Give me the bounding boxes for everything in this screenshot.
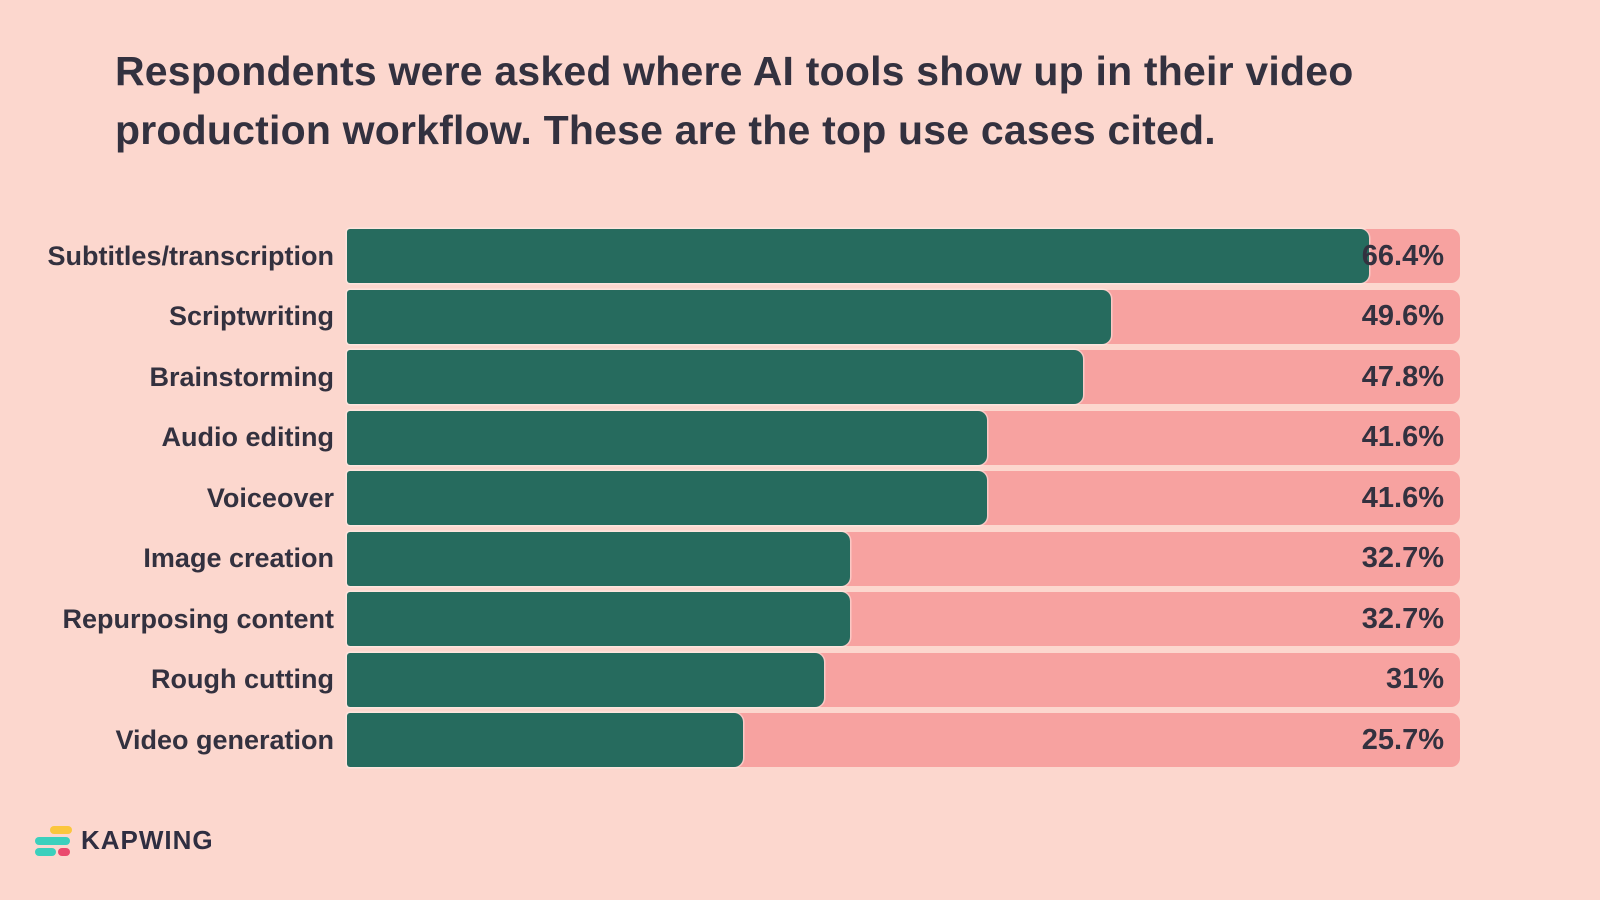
logo-bar-pink [58, 847, 70, 856]
kapwing-logo-text: KAPWING [81, 825, 214, 855]
value-label: 31% [1385, 663, 1444, 695]
value-label: 25.7% [1361, 723, 1444, 756]
logo-bar-teal-short [35, 847, 56, 856]
value-label: 32.7% [1361, 602, 1444, 635]
chart-row: Scriptwriting 49.6% [55, 289, 1460, 344]
bar-track: 31% [347, 652, 1460, 707]
bar-track: 47.8% [347, 350, 1460, 404]
bar-track: 66.4% [347, 229, 1460, 283]
chart-title-line-1: Respondents were asked where AI tools sh… [115, 48, 1354, 94]
bar-fill [347, 471, 988, 525]
bar-track: 41.6% [347, 471, 1460, 525]
chart-row: Image creation 32.7% [55, 531, 1460, 586]
chart-row: Rough cutting 31% [55, 652, 1460, 707]
logo-bar-row [35, 847, 72, 856]
value-label: 47.8% [1361, 360, 1444, 393]
chart-row: Voiceover 41.6% [55, 471, 1460, 525]
value-label: 32.7% [1361, 542, 1444, 574]
chart-row: Subtitles/transcription 66.4% [47, 229, 1460, 283]
bar-fill [347, 410, 988, 465]
category-label: Rough cutting [151, 664, 334, 694]
category-label: Image creation [143, 543, 334, 573]
logo-bar-teal [35, 836, 70, 845]
chart-title: Respondents were asked where AI tools sh… [115, 42, 1475, 160]
bar-fill [347, 350, 1083, 404]
kapwing-logo: KAPWING [35, 825, 214, 856]
value-label: 66.4% [1361, 239, 1444, 272]
bar-chart: Subtitles/transcription 66.4% Scriptwrit… [47, 229, 1460, 774]
bar-track: 49.6% [347, 289, 1460, 344]
bar-track: 25.7% [347, 713, 1460, 767]
bar-track: 41.6% [347, 410, 1460, 465]
bar-fill [347, 713, 743, 767]
value-label: 41.6% [1361, 421, 1444, 453]
bar-fill [347, 289, 1111, 344]
chart-row: Video generation 25.7% [55, 713, 1460, 767]
chart-row: Audio editing 41.6% [55, 410, 1460, 465]
bar-fill [347, 592, 851, 646]
chart-row: Repurposing content 32.7% [55, 592, 1460, 646]
bar-fill [347, 229, 1370, 283]
chart-title-line-2: production workflow. These are the top u… [115, 107, 1216, 153]
category-label: Scriptwriting [168, 301, 334, 331]
bar-track: 32.7% [347, 592, 1460, 646]
category-label: Subtitles/transcription [47, 240, 334, 271]
chart-row: Brainstorming 47.8% [55, 350, 1460, 404]
bar-fill [347, 652, 825, 707]
category-label: Audio editing [161, 422, 334, 452]
category-label: Repurposing content [62, 603, 335, 634]
bar-fill [347, 531, 851, 586]
category-label: Video generation [115, 724, 334, 755]
kapwing-logo-icon [35, 825, 72, 856]
category-label: Voiceover [206, 482, 334, 513]
value-label: 49.6% [1361, 300, 1444, 332]
category-label: Brainstorming [149, 361, 334, 392]
value-label: 41.6% [1361, 481, 1444, 514]
bar-track: 32.7% [347, 531, 1460, 586]
logo-bar-yellow [50, 825, 72, 834]
